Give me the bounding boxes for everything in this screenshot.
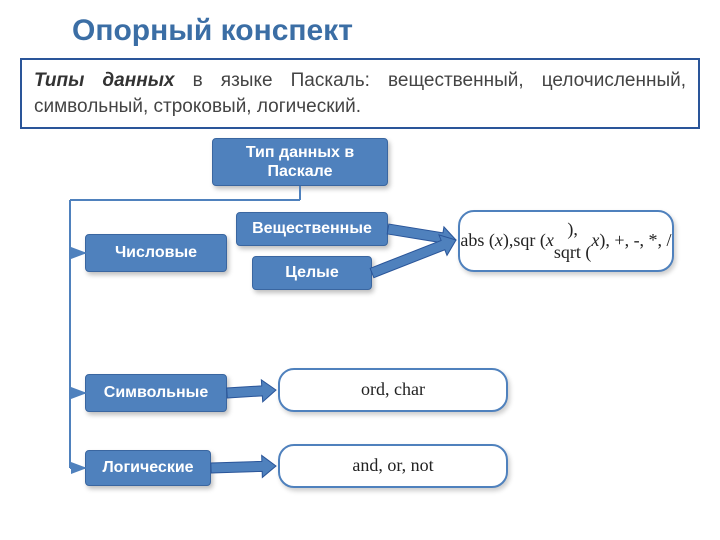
node-char: Символьные — [85, 374, 227, 412]
node-root: Тип данных в Паскале — [212, 138, 388, 186]
node-real: Вещественные — [236, 212, 388, 246]
intro-box: Типы данных в языке Паскаль: вещественны… — [20, 58, 700, 129]
node-logic: Логические — [85, 450, 211, 486]
node-numeric: Числовые — [85, 234, 227, 272]
node-funcs-char: ord, char — [278, 368, 508, 412]
node-funcs-numeric: abs (x),sqr (x),sqrt (x), +, -, *, / — [458, 210, 674, 272]
node-integer: Целые — [252, 256, 372, 290]
intro-lead: Типы данных — [34, 70, 174, 91]
page-title: Опорный конспект — [72, 14, 353, 48]
node-funcs-logic: and, or, not — [278, 444, 508, 488]
